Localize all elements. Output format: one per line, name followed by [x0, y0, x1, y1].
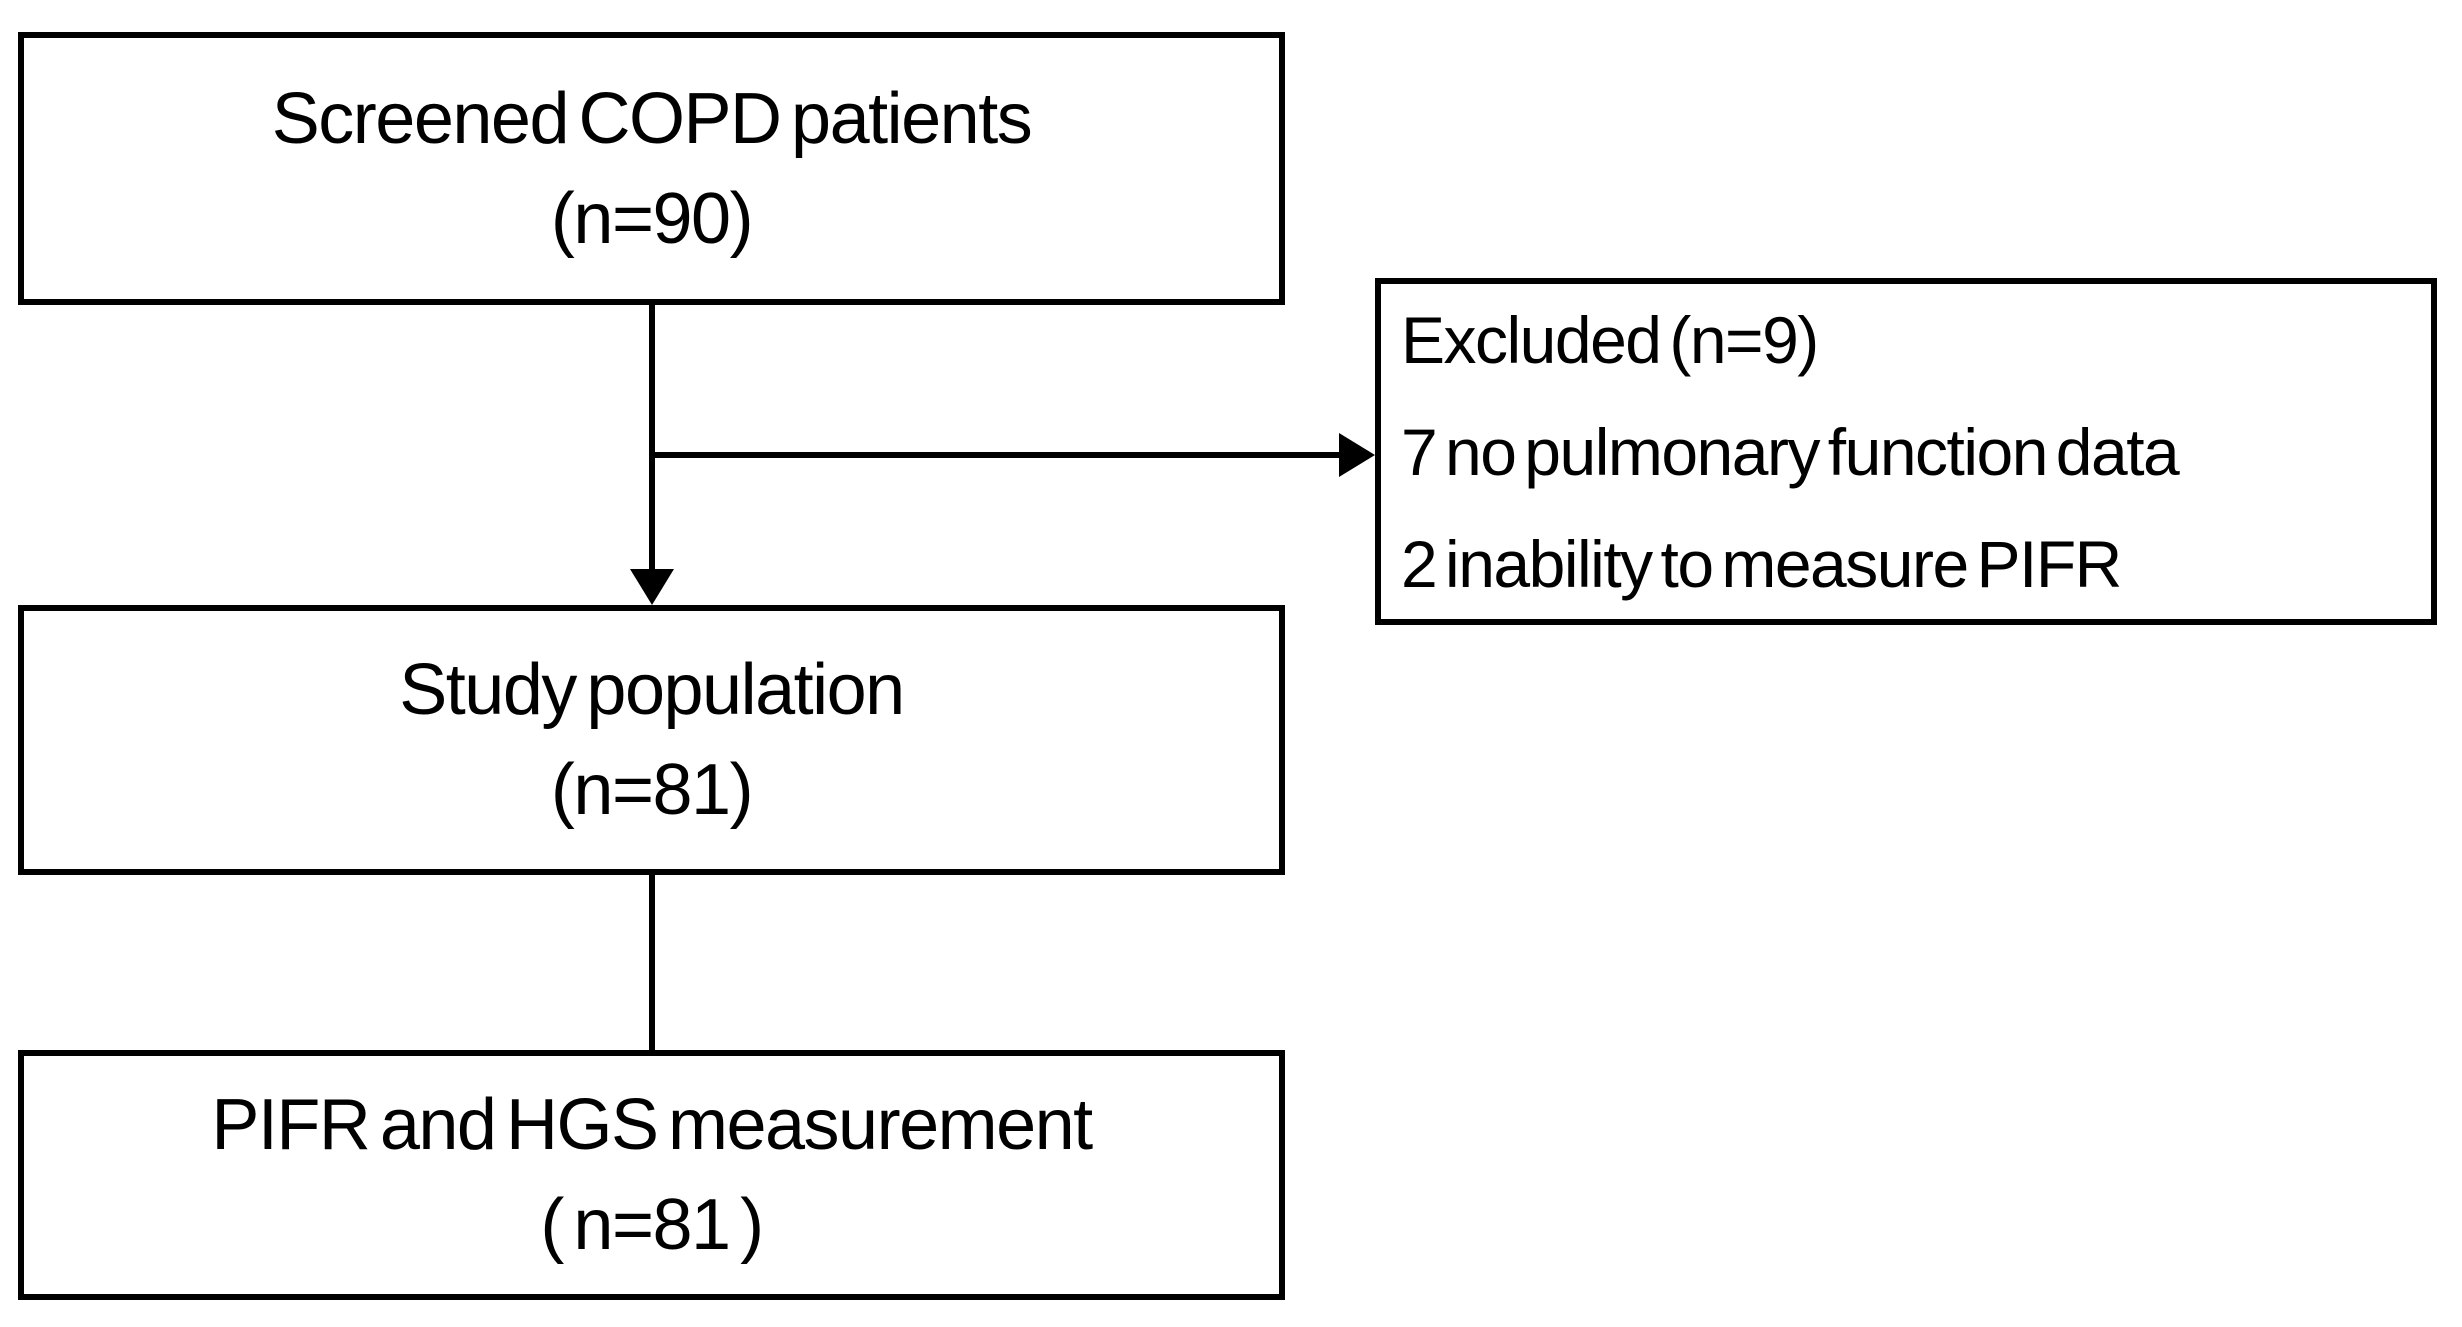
connector-study-to-measurement — [649, 872, 655, 1054]
measurement-count: ( n=81 ) — [540, 1185, 764, 1265]
screened-title: Screened COPD patients — [271, 78, 1033, 159]
arrowhead-down-icon — [630, 569, 674, 605]
screened-count: (n=90) — [550, 178, 754, 259]
excluded-title: Excluded (n=9) — [1401, 302, 1819, 377]
study-title: Study population — [399, 650, 905, 730]
excluded-reason-2: 2 inability to measure PIFR — [1401, 526, 2122, 601]
excluded-reason-1: 7 no pulmonary function data — [1401, 414, 2180, 489]
connector-branch-to-excluded — [652, 452, 1342, 458]
box-screened-patients: Screened COPD patients (n=90) — [18, 32, 1285, 305]
measurement-title: PIFR and HGS measurement — [211, 1085, 1093, 1165]
box-study-population: Study population (n=81) — [18, 605, 1285, 875]
box-pifr-hgs-measurement: PIFR and HGS measurement ( n=81 ) — [18, 1050, 1285, 1300]
box-excluded: Excluded (n=9) 7 no pulmonary function d… — [1375, 278, 2437, 625]
arrowhead-right-icon — [1339, 433, 1375, 477]
study-count: (n=81) — [550, 750, 754, 830]
connector-screened-to-study — [649, 303, 655, 573]
